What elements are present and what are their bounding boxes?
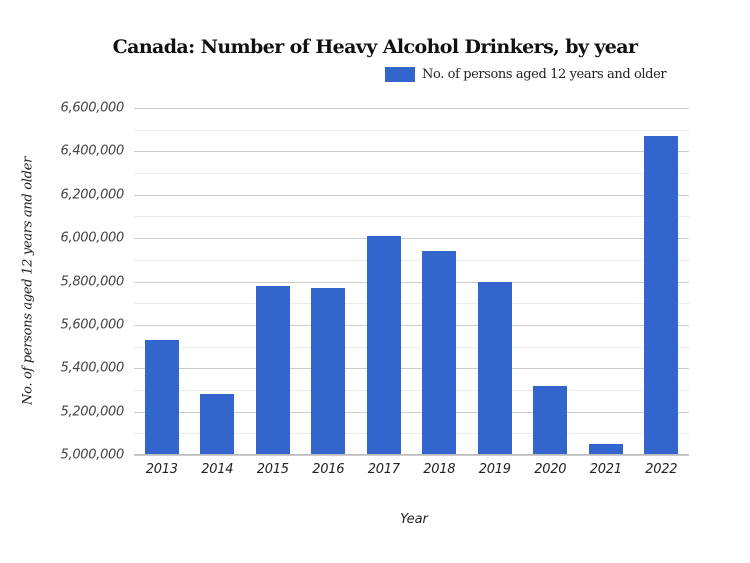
- x-tick-label: 2016: [312, 462, 345, 477]
- y-tick-label: 5,600,000: [60, 317, 125, 333]
- bar-2020[interactable]: [533, 385, 568, 455]
- y-tick-label: 6,600,000: [60, 100, 125, 116]
- x-tick-label: 2020: [534, 462, 567, 477]
- y-tick-label: 6,200,000: [60, 187, 125, 203]
- legend: No. of persons aged 12 years and older: [385, 67, 667, 82]
- gridline-minor: [134, 129, 689, 131]
- x-tick-label: 2019: [478, 462, 511, 477]
- y-tick-label: 5,000,000: [60, 447, 125, 463]
- x-tick-label: 2015: [256, 462, 289, 477]
- x-axis-label: Year: [400, 512, 428, 527]
- x-tick-label: 2013: [145, 462, 178, 477]
- bar-2022[interactable]: [644, 136, 679, 455]
- legend-label: No. of persons aged 12 years and older: [422, 67, 667, 82]
- x-tick-label: 2017: [367, 462, 400, 477]
- gridline-major: [134, 411, 689, 413]
- bar-2016[interactable]: [311, 288, 346, 455]
- x-tick-label: 2022: [645, 462, 678, 477]
- gridline-major: [134, 368, 689, 370]
- gridline-major: [134, 151, 689, 153]
- gridline-minor: [134, 173, 689, 175]
- plot-area: [134, 108, 689, 456]
- gridline-major: [134, 324, 689, 326]
- y-tick-label: 5,200,000: [60, 404, 125, 420]
- x-tick-label: 2021: [589, 462, 622, 477]
- bar-2014[interactable]: [200, 394, 235, 455]
- y-tick-label: 6,400,000: [60, 143, 125, 159]
- gridline-major: [134, 455, 689, 456]
- gridline-minor: [134, 346, 689, 348]
- gridline-minor: [134, 303, 689, 305]
- gridline-minor: [134, 433, 689, 435]
- bar-2021[interactable]: [588, 444, 623, 455]
- chart-title: Canada: Number of Heavy Alcohol Drinkers…: [112, 36, 638, 58]
- bar-2013[interactable]: [144, 340, 179, 455]
- x-axis-baseline: [134, 454, 689, 455]
- gridline-minor: [134, 259, 689, 261]
- y-tick-label: 5,400,000: [60, 360, 125, 376]
- gridline-major: [134, 238, 689, 240]
- gridline-major: [134, 281, 689, 283]
- gridline-major: [134, 108, 689, 109]
- y-tick-label: 6,000,000: [60, 230, 125, 246]
- bar-2019[interactable]: [477, 281, 512, 455]
- gridline-major: [134, 194, 689, 196]
- legend-swatch: [385, 67, 415, 82]
- bar-2017[interactable]: [366, 235, 401, 455]
- bar-2018[interactable]: [422, 251, 457, 455]
- y-tick-label: 5,800,000: [60, 274, 125, 289]
- gridline-minor: [134, 216, 689, 218]
- bar-2015[interactable]: [255, 285, 290, 455]
- gridline-minor: [134, 389, 689, 391]
- x-tick-label: 2018: [423, 462, 456, 477]
- x-tick-label: 2014: [201, 462, 234, 477]
